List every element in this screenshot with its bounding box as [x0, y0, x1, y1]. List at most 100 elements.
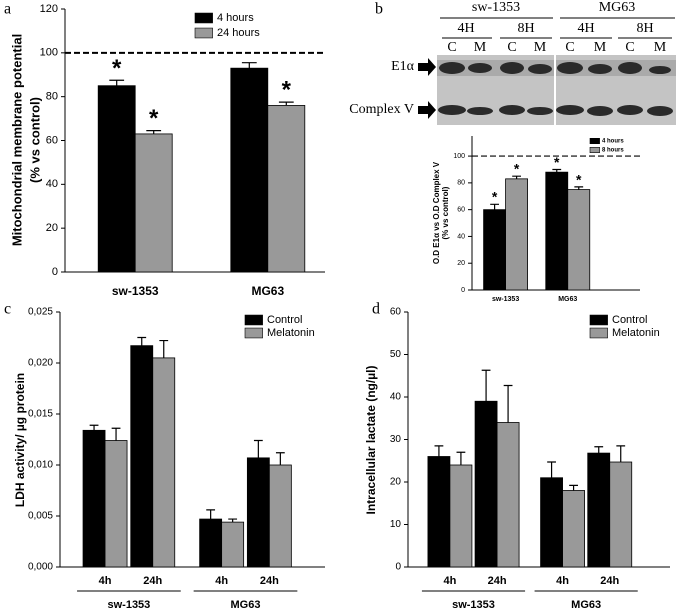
y-tick-label: 40 [390, 392, 402, 403]
error-bar [109, 79, 125, 86]
y-tick-label: 0,005 [28, 511, 53, 522]
blot-lane: M [654, 40, 667, 55]
legend-swatch [589, 147, 600, 154]
x-tick-label: MG63 [558, 296, 577, 303]
blot-lane: M [474, 40, 487, 55]
bar [562, 490, 585, 568]
legend-label: 4 hours [217, 12, 254, 24]
legend-label: Control [267, 314, 302, 326]
y-tick-label: 30 [390, 434, 402, 445]
blot-cell-line: sw-1353 [472, 0, 520, 15]
significance-marker: * [554, 154, 560, 170]
error-bar [552, 168, 562, 173]
bar [567, 189, 591, 291]
error-bar [137, 336, 147, 346]
x-tick-label: 4h [215, 575, 228, 587]
bar [246, 457, 270, 568]
y-tick-label: 0 [52, 266, 58, 278]
x-tick-label: 24h [600, 575, 619, 587]
bar [134, 133, 173, 273]
error-bar [481, 369, 491, 402]
bar [82, 429, 106, 568]
y-tick-label: 100 [453, 153, 465, 160]
bar [130, 345, 154, 568]
error-bar [253, 439, 263, 458]
bar [221, 521, 245, 568]
bar [587, 452, 611, 568]
y-tick-label: 120 [40, 3, 58, 15]
blot-time: 4H [577, 21, 594, 36]
x-tick-label: MG63 [251, 284, 284, 298]
y-axis-label: (% vs control) [441, 186, 450, 239]
y-tick-label: 80 [46, 91, 58, 103]
y-tick-label: 0,020 [28, 358, 53, 369]
error-bar [594, 446, 604, 454]
blot-cell-line: MG63 [599, 0, 636, 15]
error-bar [547, 461, 556, 478]
y-tick-label: 40 [457, 233, 465, 240]
blot-lane: C [507, 40, 516, 55]
y-tick-label: 60 [457, 206, 465, 213]
x-tick-label: 24h [488, 575, 507, 587]
panel-label: c [4, 301, 11, 318]
legend-swatch [244, 314, 263, 326]
bar [268, 464, 292, 568]
y-tick-label: 20 [46, 222, 58, 234]
error-bar [456, 451, 466, 465]
legend-label: Control [612, 314, 647, 326]
error-bar [241, 62, 257, 69]
x-tick-label: 24h [260, 575, 279, 587]
legend-swatch [589, 327, 608, 339]
error-bar [616, 445, 626, 463]
blot-band: E1α [391, 59, 415, 74]
error-bar [159, 339, 169, 358]
error-bar [146, 130, 162, 134]
x-tick-label: sw-1353 [492, 296, 519, 303]
legend-label: 24 hours [217, 27, 260, 39]
blot-lane: C [625, 40, 634, 55]
y-axis-label: Intracellular lactate (ng/µl) [364, 366, 378, 515]
legend-label: 4 hours [602, 139, 624, 145]
bar [545, 171, 569, 291]
blot-time: 8H [517, 21, 534, 36]
bar [505, 178, 529, 291]
y-tick-label: 0,000 [28, 562, 53, 573]
error-bar [512, 175, 521, 179]
panel-label: b [375, 1, 383, 18]
y-axis-label: (% vs control) [27, 97, 42, 183]
bar [496, 422, 520, 568]
group-label: MG63 [231, 599, 261, 611]
y-tick-label: 50 [390, 349, 402, 360]
blot-lane: M [534, 40, 547, 55]
error-bar [228, 518, 238, 523]
bar [97, 85, 136, 273]
blot-time: 4H [457, 21, 474, 36]
group-label: sw-1353 [107, 599, 150, 611]
significance-marker: * [282, 77, 292, 104]
significance-marker: * [492, 189, 498, 205]
significance-marker: * [514, 161, 520, 177]
x-tick-label: 4h [443, 575, 456, 587]
y-tick-label: 20 [390, 477, 402, 488]
legend-swatch [589, 314, 608, 326]
significance-marker: * [112, 55, 122, 82]
bar [474, 400, 498, 568]
significance-marker: * [149, 105, 159, 132]
group-label: sw-1353 [452, 599, 495, 611]
error-bar [206, 509, 216, 520]
y-tick-label: 10 [390, 519, 402, 530]
error-bar [574, 186, 584, 190]
y-tick-label: 0 [395, 562, 401, 573]
x-tick-label: 4h [556, 575, 569, 587]
blot-time: 8H [636, 21, 653, 36]
significance-marker: * [576, 171, 582, 187]
y-tick-label: 40 [46, 178, 58, 190]
error-bar [569, 484, 578, 491]
blot-band: Complex V [349, 102, 414, 117]
bar [483, 209, 507, 291]
legend-swatch [244, 327, 263, 339]
panel-label: d [372, 301, 380, 318]
blot-lane: M [594, 40, 607, 55]
y-tick-label: 0,015 [28, 409, 53, 420]
